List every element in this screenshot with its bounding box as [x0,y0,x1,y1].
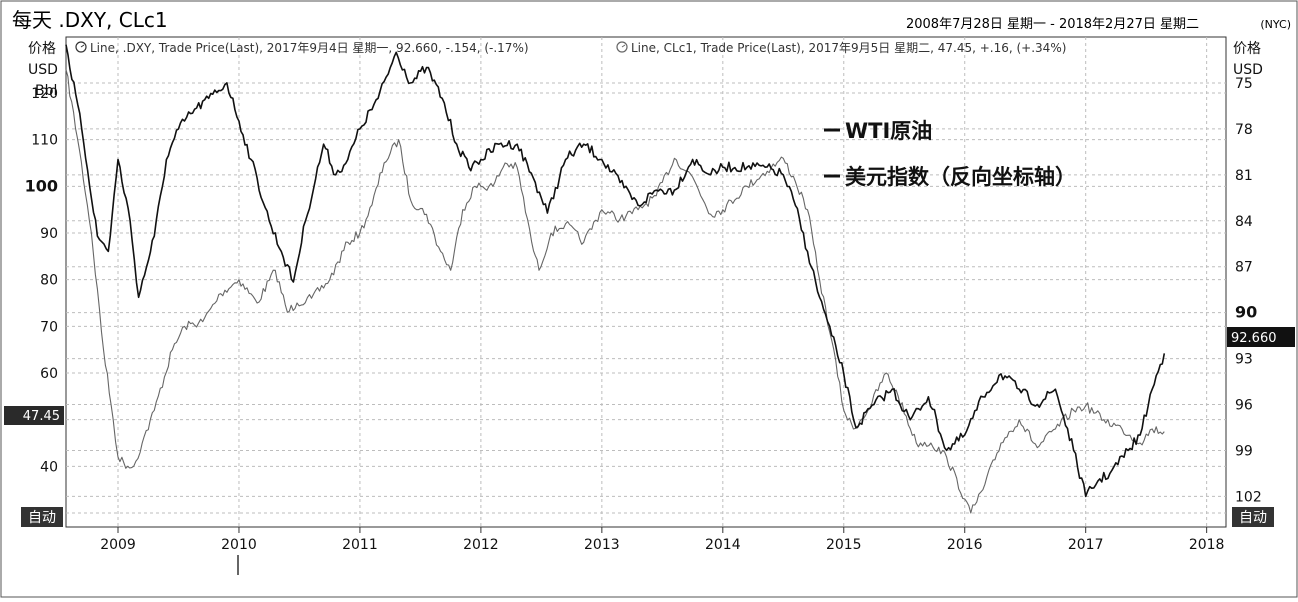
timezone-label: (NYC) [1260,18,1291,31]
x-tick-label-8: 2017 [1068,537,1104,553]
left-tick-label-2: 100 [25,176,58,195]
left-axis-label-1: 价格 [28,41,56,57]
left-tick-label-8: 40 [40,459,58,475]
right-tick-label-9: 102 [1235,489,1262,505]
x-ticks: 2009 2010 2011 2012 2013 2014 2015 2016 2017 2018 [100,527,1224,553]
left-auto-label: 自动 [28,510,56,526]
right-tick-label-5: 90 [1235,303,1257,322]
legend-item-dxy[interactable]: Line, .DXY, Trade Price(Last), 2017年9月4日… [90,41,529,55]
right-ticks: 75 78 81 84 87 90 93 96 99 102 [1235,76,1262,505]
left-tick-label-0: 120 [31,86,58,102]
right-tick-label-4: 87 [1235,260,1253,276]
left-last-value: 47.45 [23,409,60,424]
x-tick-label-7: 2016 [947,537,983,553]
left-last-value-tag [4,406,64,425]
x-tick-label-2: 2011 [342,537,378,553]
legend: Line, .DXY, Trade Price(Last), 2017年9月4日… [75,41,1066,55]
right-last-value-tag [1227,327,1295,347]
left-tick-label-1: 110 [31,133,58,149]
right-last-value: 92.660 [1231,331,1277,346]
plot-frame [65,36,1227,528]
left-tick-label-4: 80 [40,273,58,289]
right-axis-label-1: 价格 [1233,41,1261,57]
legend-item-wti[interactable]: Line, CLc1, Trade Price(Last), 2017年9月5日… [631,41,1066,55]
series-line-wti [65,69,1165,514]
right-tick-label-1: 78 [1235,122,1253,138]
x-tick-label-3: 2012 [463,537,499,553]
right-tick-label-6: 93 [1235,352,1253,368]
annotation-usd: 美元指数（反向坐标轴） [845,165,1076,189]
left-tick-label-3: 90 [40,226,58,242]
legend-item-dxy-icon[interactable] [75,41,87,53]
right-tick-label-7: 96 [1235,398,1253,414]
left-axis-label-3: Bbl [35,83,57,99]
legend-item-wti-icon-hand [621,44,626,48]
right-tick-label-8: 99 [1235,443,1253,459]
right-auto-button[interactable] [1232,507,1274,527]
left-axis-label-2: USD [28,62,58,78]
legend-item-dxy-icon-hand [80,44,85,48]
annotation-wti: WTI原油 [845,119,932,143]
grid-layer [66,37,1226,527]
x-tick-label-9: 2018 [1189,537,1225,553]
right-tick-label-0: 75 [1235,76,1253,92]
x-tick-label-0: 2009 [100,537,136,553]
left-tick-label-5: 70 [40,319,58,335]
x-tick-label-1: 2010 [221,537,257,553]
x-tick-label-6: 2015 [826,537,862,553]
x-tick-label-5: 2014 [705,537,741,553]
left-auto-button[interactable] [21,507,63,527]
right-axis-label-2: USD [1233,62,1263,78]
date-range: 2008年7月28日 星期一 - 2018年2月27日 星期二 [906,17,1199,32]
x-tick-label-4: 2013 [584,537,620,553]
legend-item-wti-icon[interactable] [616,41,628,53]
right-tick-label-3: 84 [1235,214,1253,230]
left-tick-label-6: 60 [40,366,58,382]
right-tick-label-2: 81 [1235,168,1253,184]
series-line-dxy [65,44,1166,498]
chart-title: 每天 .DXY, CLc1 [12,8,168,32]
right-auto-label: 自动 [1239,510,1267,526]
